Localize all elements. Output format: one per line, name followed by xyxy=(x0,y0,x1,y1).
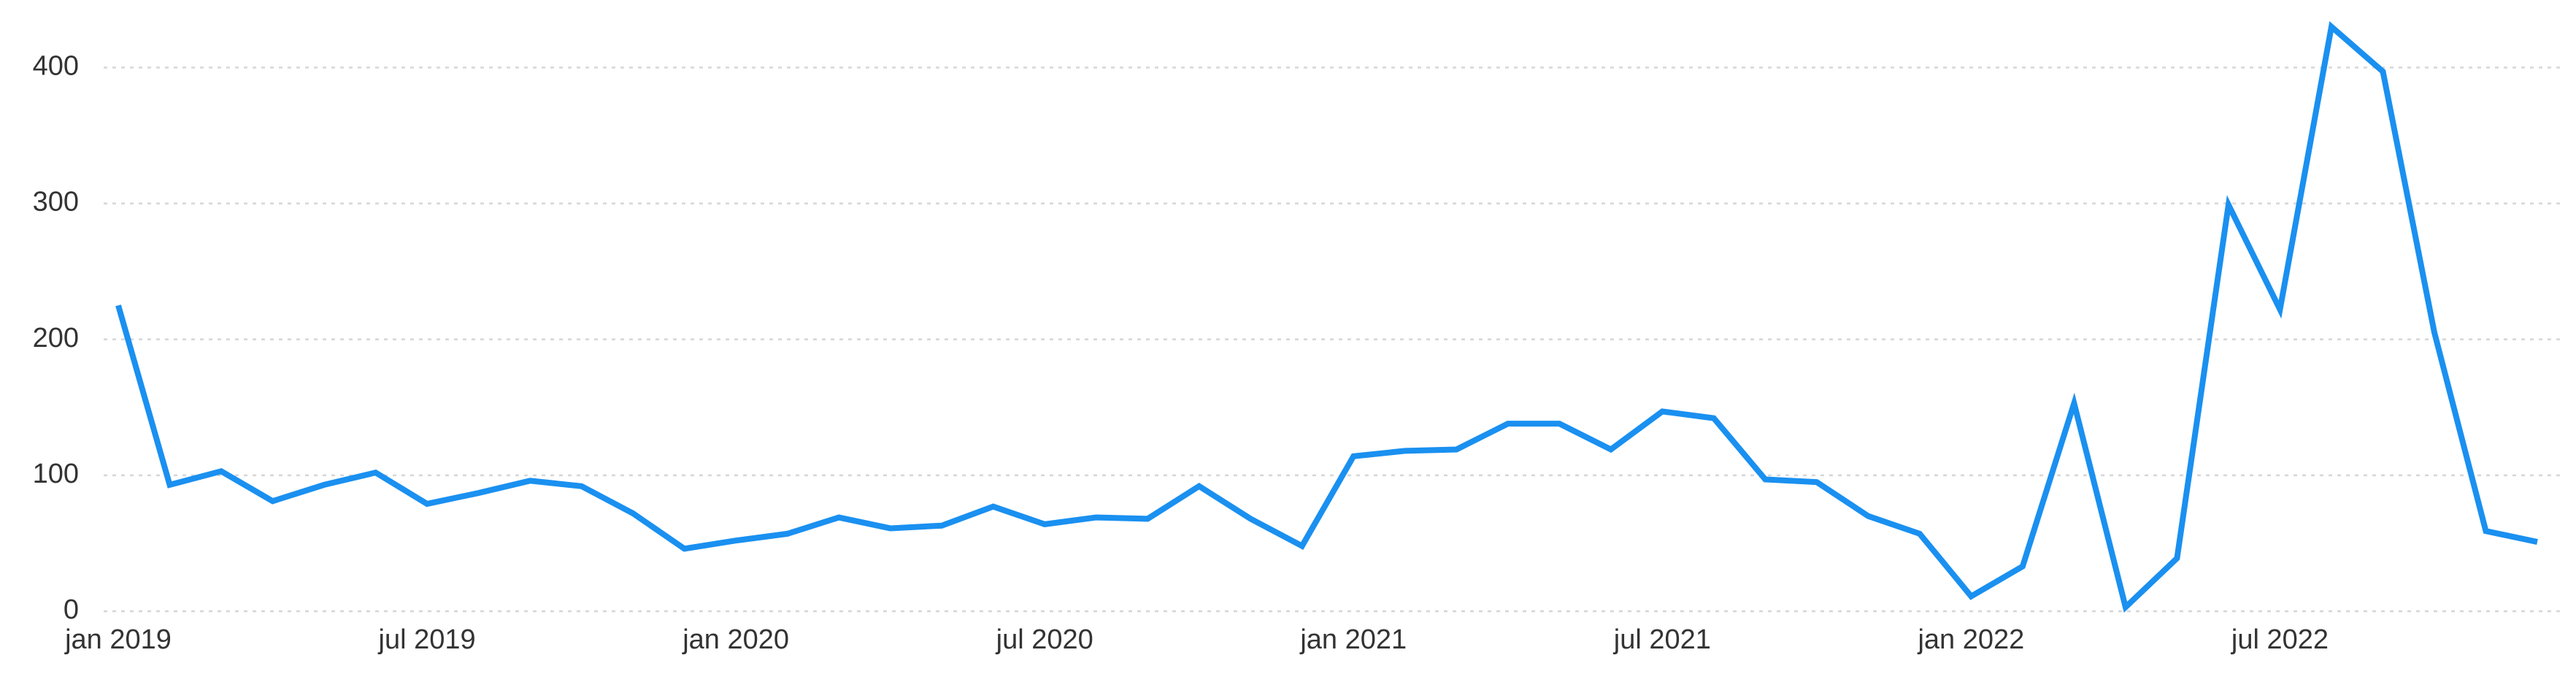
y-tick-label: 0 xyxy=(64,594,79,625)
x-tick-label: jan 2019 xyxy=(64,624,172,655)
x-tick-label: jul 2020 xyxy=(996,624,1093,655)
x-tick-label: jul 2019 xyxy=(378,624,476,655)
x-tick-label: jan 2022 xyxy=(1917,624,2024,655)
x-tick-label: jul 2021 xyxy=(1613,624,1711,655)
y-tick-label: 400 xyxy=(33,50,79,81)
x-tick-label: jan 2021 xyxy=(1299,624,1407,655)
y-tick-label: 200 xyxy=(33,323,79,353)
x-tick-label: jul 2022 xyxy=(2231,624,2329,655)
x-tick-label: jan 2020 xyxy=(682,624,789,655)
y-tick-label: 100 xyxy=(33,459,79,489)
y-tick-label: 300 xyxy=(33,187,79,218)
line xyxy=(115,20,2538,613)
